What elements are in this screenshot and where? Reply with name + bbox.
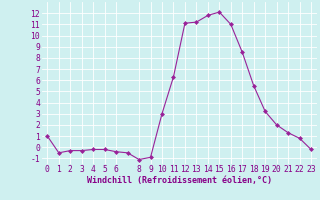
X-axis label: Windchill (Refroidissement éolien,°C): Windchill (Refroidissement éolien,°C) [87,176,272,185]
